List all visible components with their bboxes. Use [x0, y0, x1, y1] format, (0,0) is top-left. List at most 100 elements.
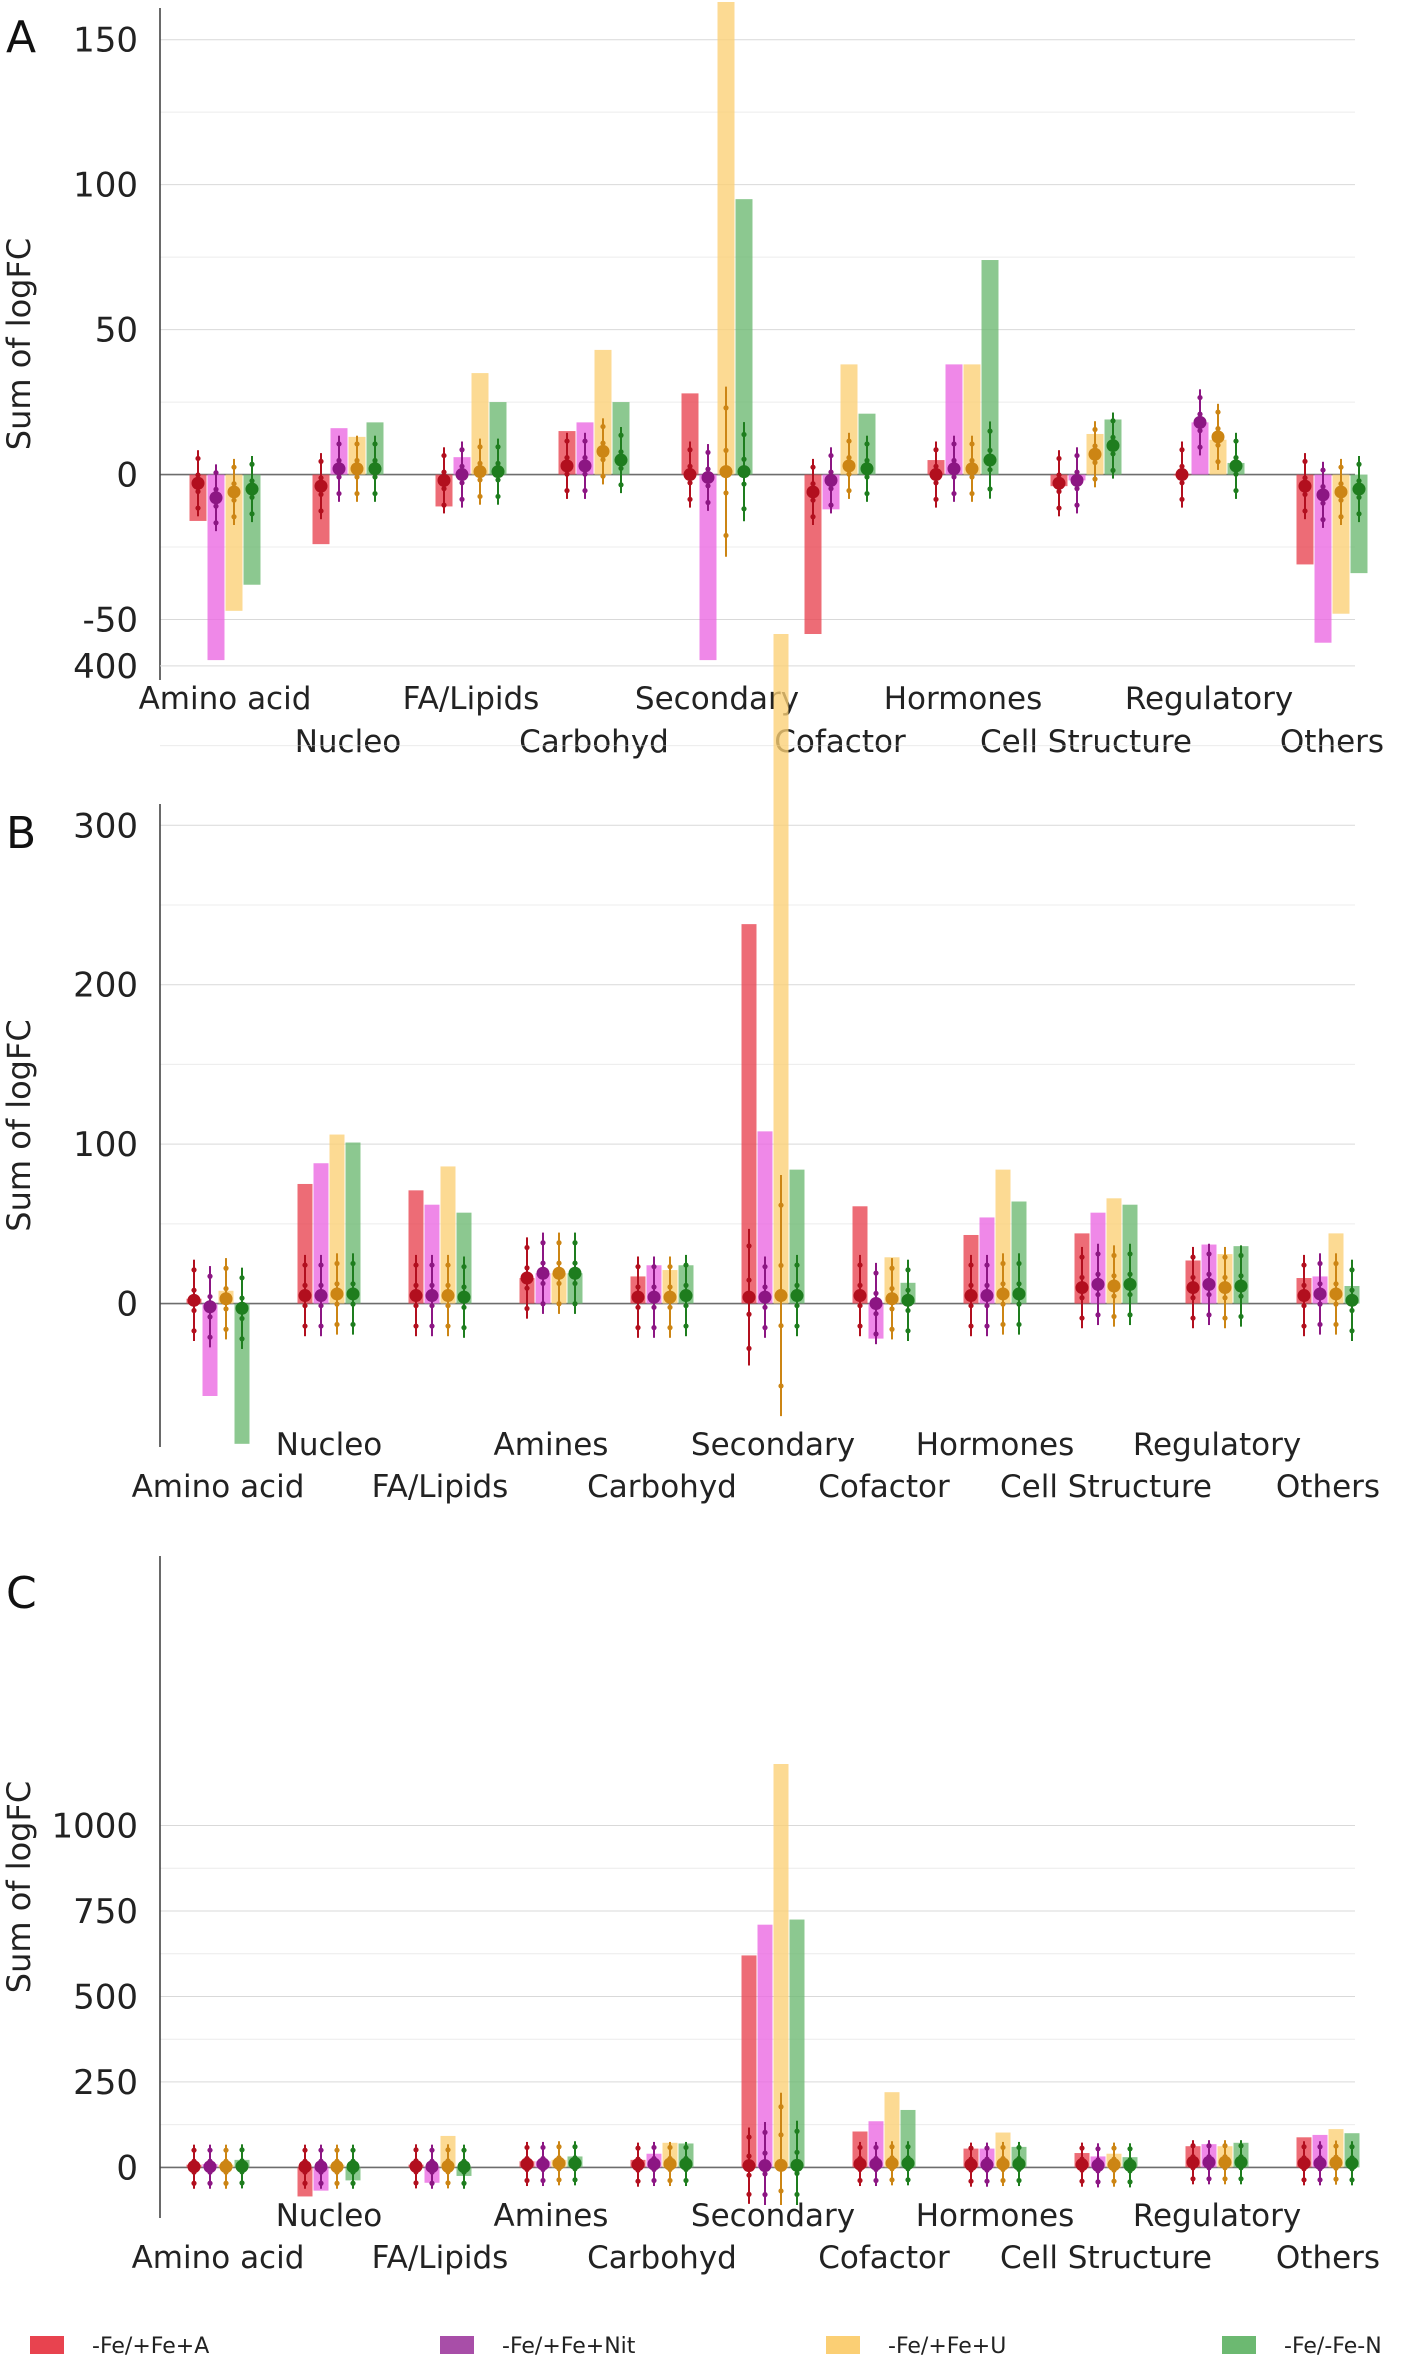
median-dot [552, 2156, 566, 2170]
median-dot [409, 1289, 423, 1303]
bar [471, 373, 489, 475]
median-dot [1345, 1293, 1359, 1307]
gene-point [1356, 494, 1362, 500]
gene-point [984, 1323, 990, 1329]
x-tick-label: Cofactor [774, 724, 906, 760]
gene-point [618, 482, 624, 488]
gene-point [413, 1262, 419, 1268]
gene-point [635, 2145, 641, 2151]
median-dot [560, 459, 574, 473]
category-hormones [963, 1169, 1027, 1337]
median-dot [683, 468, 697, 482]
gene-point [741, 506, 747, 512]
gene-point [1197, 394, 1203, 401]
gene-point [778, 1202, 784, 1208]
gene-point [1111, 1313, 1117, 1320]
gene-point [336, 474, 342, 480]
gene-point [1000, 1301, 1006, 1307]
panel-letter: C [6, 1568, 37, 1619]
gene-point [1333, 1301, 1339, 1307]
gene-point [905, 2144, 911, 2150]
gene-point [461, 1325, 467, 1331]
gene-point [461, 1264, 467, 1270]
gene-point [746, 2134, 752, 2140]
median-dot [368, 462, 382, 476]
median-dot [441, 2159, 455, 2173]
median-dot [1334, 485, 1348, 499]
gene-point [933, 480, 939, 486]
gene-point [239, 1295, 245, 1301]
gene-point [1092, 426, 1098, 433]
gene-point [723, 405, 729, 411]
median-dot [774, 1289, 788, 1303]
gene-point [477, 460, 483, 466]
gene-point [1233, 438, 1239, 444]
gene-point [746, 1345, 752, 1351]
gene-point [810, 464, 816, 470]
gene-point [524, 1305, 530, 1312]
y-axis-label: Sum of logFC [0, 238, 38, 450]
gene-point [667, 1264, 673, 1270]
gene-point [1222, 1274, 1228, 1281]
gene-point [191, 1287, 197, 1293]
gene-point [354, 457, 360, 464]
x-tick-label: Carbohyd [587, 2240, 737, 2276]
gene-point [334, 1281, 340, 1287]
bar [757, 1924, 773, 2168]
gene-point [413, 1303, 419, 1309]
gene-point [828, 502, 834, 508]
median-dot [578, 459, 592, 473]
gene-point [984, 2145, 990, 2151]
gene-point [350, 2147, 356, 2153]
gene-point [556, 1301, 562, 1307]
x-tick-label: FA/Lipids [372, 2240, 509, 2276]
gene-point [746, 2191, 752, 2197]
gene-point [572, 1301, 578, 1307]
bar [1011, 1201, 1027, 1304]
median-dot [1088, 447, 1102, 461]
bar [900, 2109, 916, 2168]
y-tick-label: 200 [73, 966, 138, 1006]
gene-point [350, 1281, 356, 1287]
median-dot [679, 1289, 693, 1303]
gene-point [762, 2150, 768, 2156]
category-carbohyd [630, 1254, 694, 1338]
gene-point [239, 2180, 245, 2186]
gene-point [1056, 455, 1062, 462]
x-tick-label: Others [1276, 1469, 1380, 1505]
median-dot [1186, 1281, 1200, 1295]
gene-point [495, 493, 501, 500]
gene-point [1127, 2146, 1133, 2152]
gene-point [1238, 1273, 1244, 1279]
x-tick-label: Amines [494, 2198, 609, 2234]
gene-point [336, 441, 342, 447]
median-dot [853, 2157, 867, 2171]
gene-point [461, 2147, 467, 2153]
gene-point [905, 1287, 911, 1293]
gene-point [318, 2180, 324, 2186]
gene-point [794, 2191, 800, 2198]
median-dot [473, 465, 487, 479]
gene-point [413, 1282, 419, 1288]
gene-point [1317, 2177, 1323, 2183]
gene-point [857, 1282, 863, 1288]
gene-point [249, 461, 255, 467]
gene-point [1301, 2144, 1307, 2150]
median-dot [1091, 1277, 1105, 1291]
median-dot [520, 1271, 534, 1285]
y-tick-label: 100 [73, 1125, 138, 1165]
median-dot [790, 1289, 804, 1303]
category-fa-lipids [408, 2135, 472, 2189]
gene-point [933, 496, 939, 502]
gene-point [1349, 2144, 1355, 2150]
median-dot [1297, 2156, 1311, 2170]
gene-point [191, 1267, 197, 1273]
gene-point [1111, 1293, 1117, 1299]
gene-point [441, 452, 447, 459]
gene-point [969, 474, 975, 480]
category-secondary [741, 1764, 805, 2205]
median-dot [1052, 476, 1066, 490]
bar [297, 1183, 313, 1304]
median-dot [1107, 2158, 1121, 2172]
median-dot [203, 2160, 217, 2174]
